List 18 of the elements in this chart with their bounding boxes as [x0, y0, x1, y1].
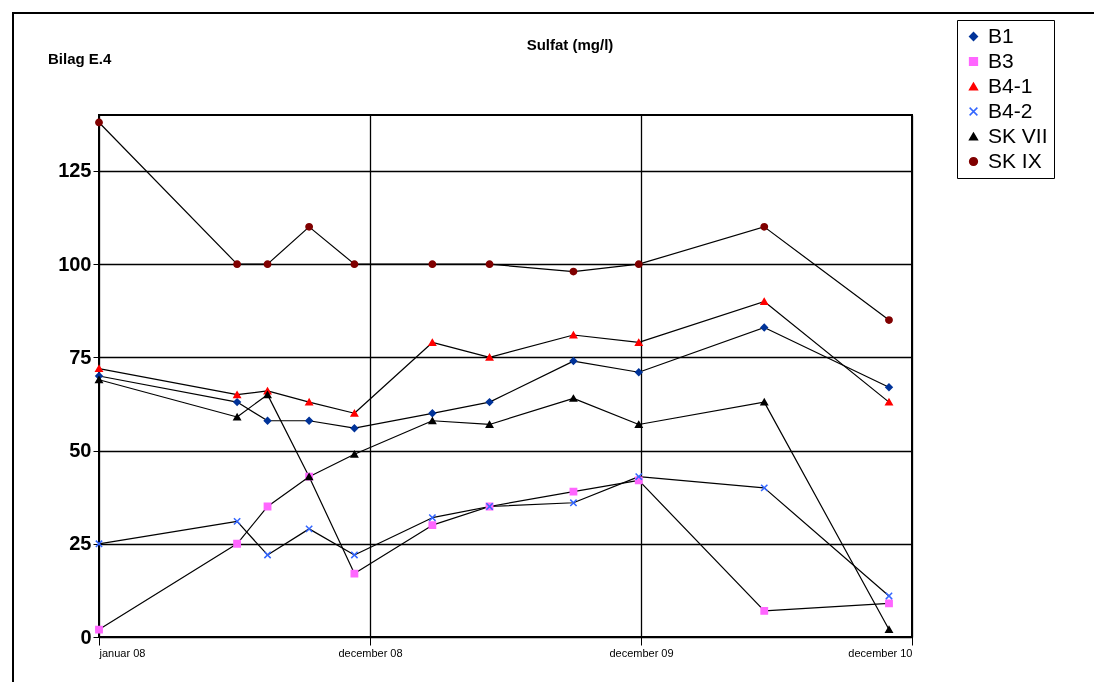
legend-label: SK VII: [988, 123, 1048, 147]
legend-label: B1: [988, 23, 1014, 47]
x-tick-label: december 10: [848, 646, 913, 659]
y-tick-label: 125: [58, 159, 92, 182]
x-tick-label: december 09: [609, 646, 674, 659]
chart-title: Sulfat (mg/l): [525, 36, 615, 53]
legend-label: B3: [988, 48, 1014, 72]
text: Bilag E.4: [48, 50, 112, 67]
y-tick-label: 100: [58, 252, 92, 275]
legend-label: B4-2: [988, 98, 1033, 122]
legend-label: B4-1: [988, 73, 1033, 97]
y-tick-label: 0: [80, 625, 92, 648]
y-tick-label: 50: [69, 439, 92, 462]
legend-label: SK IX: [988, 148, 1042, 172]
x-tick-label: december 08: [338, 646, 403, 659]
x-tick-label: januar 08: [98, 646, 146, 659]
y-tick-label: 75: [69, 345, 92, 368]
y-tick-label: 25: [69, 532, 92, 555]
